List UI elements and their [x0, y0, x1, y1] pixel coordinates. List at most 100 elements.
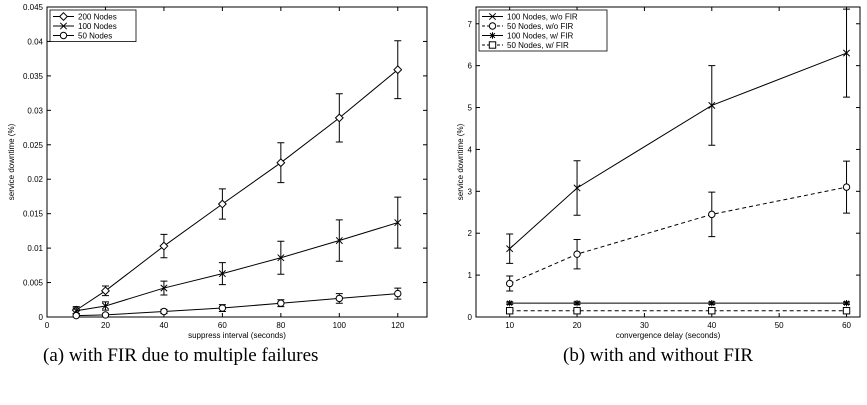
x-tick-label-b: 40	[707, 321, 716, 330]
y-tick-label-a: 0.015	[23, 210, 44, 219]
data-point-a-2	[277, 299, 285, 307]
legend-marker-b-2	[489, 32, 496, 39]
x-axis-label-b: convergence delay (seconds)	[616, 331, 721, 340]
y-axis-label-b: service downtime (%)	[456, 123, 465, 200]
legend-label-b-3: 50 Nodes, w/ FIR	[507, 41, 569, 50]
data-point-b-2	[843, 299, 850, 307]
data-point-a-2	[160, 307, 168, 316]
x-tick-label-b: 30	[640, 321, 649, 330]
data-point-a-2	[101, 311, 110, 319]
y-axis-label-a: service downtime (%)	[7, 123, 16, 200]
data-point-a-1	[394, 219, 402, 227]
series-line-b-1	[509, 186, 847, 284]
data-point-a-0	[334, 113, 344, 123]
x-tick-label-b: 60	[842, 321, 851, 330]
data-point-a-0	[217, 199, 227, 209]
data-point-a-1	[160, 284, 168, 292]
data-point-b-2	[708, 299, 715, 307]
series-b-0	[506, 8, 851, 264]
caption-a: (a) with FIR due to multiple failures	[43, 345, 319, 366]
y-tick-label-a: 0.005	[23, 279, 44, 288]
data-point-b-3	[708, 307, 716, 315]
legend-marker-a-2	[59, 31, 68, 40]
x-tick-label-b: 20	[573, 321, 582, 330]
plot-frame-a	[46, 6, 428, 318]
series-a-1	[72, 196, 402, 315]
legend-marker-a-0	[58, 11, 69, 22]
series-b-1	[505, 160, 851, 292]
data-point-b-0	[573, 184, 581, 192]
y-tick-label-a: 0.025	[23, 141, 44, 150]
data-point-a-2	[72, 311, 80, 320]
x-tick-label-a: 60	[218, 321, 227, 330]
legend-marker-b-0	[488, 12, 497, 21]
data-point-b-0	[506, 245, 514, 253]
series-line-b-0	[509, 52, 847, 250]
data-point-a-0	[393, 65, 403, 75]
caption-b: (b) with and without FIR	[563, 345, 753, 366]
series-b-2	[506, 299, 851, 307]
y-tick-label-b: 5	[468, 104, 473, 113]
data-point-b-0	[708, 101, 716, 109]
x-axis-label-a: suppress interval (seconds)	[188, 331, 286, 340]
x-tick-label-a: 120	[391, 321, 405, 330]
data-point-b-1	[842, 183, 851, 191]
y-tick-label-a: 0.02	[27, 175, 43, 184]
legend-label-b-0: 100 Nodes, w/o FIR	[507, 13, 578, 22]
data-point-b-1	[505, 279, 514, 288]
legend-marker-a-1	[59, 22, 68, 30]
y-tick-label-a: 0.01	[27, 244, 43, 253]
y-tick-label-a: 0.035	[23, 72, 44, 81]
y-tick-label-a: 0.03	[27, 106, 43, 115]
legend-label-a-2: 50 Nodes	[78, 32, 112, 41]
data-point-b-2	[573, 299, 581, 307]
legend-label-a-0: 200 Nodes	[78, 13, 117, 22]
y-tick-label-b: 2	[468, 229, 473, 238]
data-point-b-3	[842, 307, 851, 315]
x-tick-label-a: 0	[45, 321, 50, 330]
data-point-a-2	[394, 289, 402, 298]
y-tick-label-a: 0.045	[23, 3, 44, 12]
x-tick-label-a: 80	[276, 321, 285, 330]
data-point-a-0	[276, 158, 286, 168]
data-point-a-1	[277, 254, 285, 262]
y-tick-label-b: 6	[468, 62, 473, 71]
chart-a: 0 20 40 60 80 100 120 0 0.005 0.01 0.015 0.02 0.025 0…	[7, 3, 428, 340]
x-tick-label-a: 20	[101, 321, 110, 330]
y-tick-label-b: 0	[468, 313, 473, 322]
x-tick-label-b: 50	[775, 321, 784, 330]
data-point-a-0	[159, 241, 169, 251]
data-point-a-1	[335, 236, 343, 245]
series-line-a-0	[75, 69, 399, 311]
data-point-a-0	[100, 286, 110, 296]
data-point-b-0	[842, 49, 851, 57]
data-point-b-3	[505, 307, 514, 315]
x-tick-label-a: 100	[333, 321, 347, 330]
data-point-a-1	[218, 270, 226, 278]
data-point-b-3	[573, 307, 581, 315]
series-line-a-2	[76, 293, 398, 317]
series-a-0	[71, 40, 403, 315]
data-point-b-1	[573, 250, 581, 258]
data-point-a-2	[218, 304, 227, 312]
data-point-a-1	[101, 302, 110, 310]
series-b-3	[505, 307, 851, 315]
legend-label-a-1: 100 Nodes	[78, 22, 117, 31]
data-point-a-2	[335, 294, 344, 303]
data-point-b-1	[708, 210, 716, 219]
y-tick-label-b: 3	[468, 187, 473, 196]
legend-label-b-2: 100 Nodes, w/ FIR	[507, 32, 573, 41]
plot-frame-b	[475, 6, 861, 318]
x-tick-label-a: 40	[159, 321, 168, 330]
chart-b: 10 20 30 40 50 60 0 1 2 3 4 5 6 7 convergence delay (s…	[456, 6, 861, 340]
y-tick-label-a: 0.04	[27, 37, 43, 46]
x-tick-label-b: 10	[505, 321, 514, 330]
legend-label-b-1: 50 Nodes, w/o FIR	[507, 22, 573, 31]
series-a-2	[72, 287, 402, 320]
data-point-b-2	[506, 299, 513, 307]
legend-marker-b-1	[488, 22, 497, 30]
y-tick-label-b: 4	[468, 145, 473, 154]
